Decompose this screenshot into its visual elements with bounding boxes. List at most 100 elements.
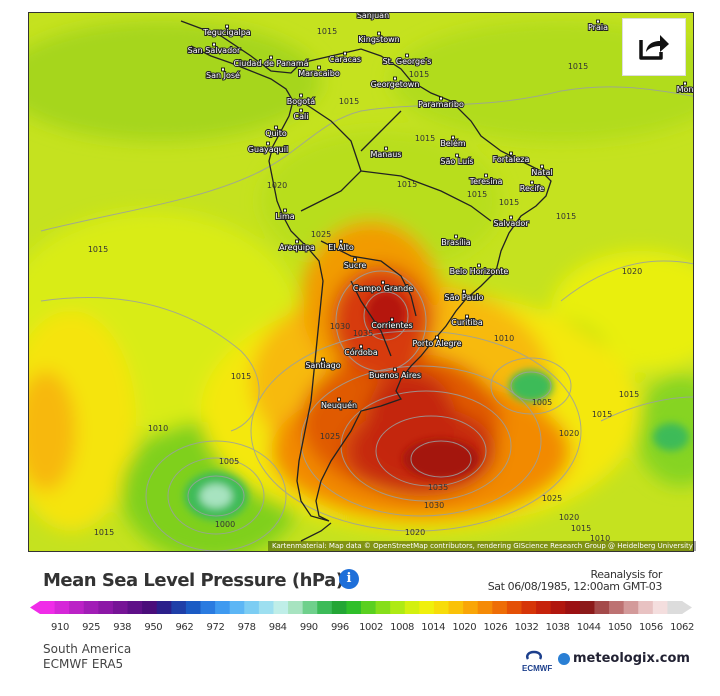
isobar-label: 1020 (622, 267, 642, 276)
color-scale-swatch (361, 601, 377, 614)
scale-tick-label: 984 (268, 622, 287, 633)
color-scale-swatch (594, 601, 610, 614)
color-scale-swatch (215, 601, 231, 614)
isobar-label: 1015 (571, 524, 591, 533)
color-scale-swatch (433, 601, 450, 614)
isobar-label: 1005 (219, 457, 239, 466)
city-label: Belém (440, 138, 466, 148)
city-marker (454, 234, 458, 239)
share-button[interactable] (622, 18, 686, 76)
city-label: Brasília (441, 238, 471, 247)
color-scale-swatch (638, 601, 654, 614)
color-scale-swatch (492, 601, 508, 614)
isobar-label: 1030 (330, 322, 350, 331)
city-label: Porto Alegre (412, 339, 461, 348)
share-icon (639, 35, 669, 60)
city-label: Tegucigalpa (202, 28, 251, 37)
city-marker (405, 53, 409, 58)
scale-tick-label: 978 (237, 622, 256, 633)
isobar-label: 1020 (267, 181, 287, 190)
isobar-label: 1015 (94, 528, 114, 537)
city-marker (390, 317, 394, 322)
scale-right-arrow (682, 601, 692, 614)
city-label: San José (206, 70, 240, 80)
pressure-map[interactable]: 1015 1015 1015 1015 1015 1015 1015 1015 1015 1015… (28, 12, 694, 552)
city-label: Paramaribo (418, 100, 464, 109)
reanalysis-label: Reanalysis for (590, 568, 663, 581)
city-label: St. George's (383, 57, 432, 66)
city-marker (212, 42, 216, 47)
reanalysis-datetime: Sat 06/08/1985, 12:00am GMT-03 (487, 580, 663, 593)
color-scale-swatch (185, 601, 201, 614)
city-label: Natal (531, 168, 552, 177)
isobar-label: 1010 (148, 424, 168, 433)
color-scale-swatch (419, 601, 435, 614)
isobar-label: 1015 (88, 245, 108, 254)
scale-tick-label: 1050 (607, 622, 632, 633)
city-marker (439, 96, 443, 101)
city-label: Teresina (469, 177, 503, 186)
info-button[interactable]: i (339, 569, 359, 589)
city-marker (530, 180, 534, 185)
city-label: El Alto (328, 243, 354, 252)
city-label: Lima (275, 212, 294, 221)
globe-icon (558, 652, 570, 665)
city-marker (393, 76, 397, 81)
city-label: Santiago (305, 361, 340, 370)
color-scale-swatch (623, 601, 639, 614)
color-scale-swatch (667, 601, 683, 614)
isobar-label: 1020 (559, 429, 579, 438)
city-label: Quito (265, 129, 287, 138)
color-scale-swatch (244, 601, 260, 614)
reanalysis-date: Reanalysis for Sat 06/08/1985, 12:00am G… (487, 568, 663, 593)
city-marker (465, 314, 469, 319)
isobar-label: 1015 (397, 180, 417, 189)
city-marker (377, 31, 381, 36)
city-label: Bogotá (287, 97, 315, 106)
city-marker (509, 151, 513, 156)
city-marker (225, 24, 229, 29)
city-marker (283, 208, 287, 213)
scale-tick-label: 1002 (359, 622, 383, 633)
isobar-label: 1015 (317, 27, 337, 36)
city-label: Buenos Aires (369, 371, 421, 380)
pressure-field (29, 13, 693, 551)
scale-tick-label: 1008 (390, 622, 415, 633)
scale-tick-label: 990 (299, 622, 318, 633)
city-label: Neuquén (321, 400, 357, 410)
color-scale-swatch (521, 601, 537, 614)
city-marker (269, 55, 273, 60)
region-name: South America (43, 642, 132, 656)
city-marker (451, 135, 455, 140)
isobar-label: 1015 (231, 372, 251, 381)
isobar-label: 1030 (424, 501, 444, 510)
color-scale-swatch (550, 601, 566, 614)
isobar-label: 1015 (409, 70, 429, 79)
color-scale-swatch (404, 601, 420, 614)
isobar-label: 1010 (494, 334, 514, 343)
color-scale-swatch (346, 601, 362, 614)
color-scale-swatch (69, 601, 85, 614)
city-marker (596, 19, 600, 24)
city-marker (337, 397, 341, 402)
city-label: Guayaquil (248, 145, 288, 154)
color-scale-swatch (579, 601, 595, 614)
city-marker (393, 367, 397, 372)
meteologix-logo[interactable]: meteologix.com (558, 651, 690, 666)
color-scale-swatch (127, 601, 143, 614)
color-scale-bar (30, 601, 692, 614)
legend-title: Mean Sea Level Pressure (hPa) (43, 570, 344, 591)
scale-tick-label: 938 (113, 622, 132, 633)
city-label: São Luís (440, 157, 473, 166)
color-scale-swatch (200, 601, 216, 614)
color-scale-swatch (54, 601, 70, 614)
scale-tick-label: 1032 (514, 622, 539, 633)
city-label: Arequipa (279, 243, 315, 252)
isobar-label: 1015 (592, 410, 612, 419)
color-scale-swatch (506, 601, 522, 614)
color-scale-swatch (317, 601, 333, 614)
city-label: Recife (520, 184, 545, 193)
scale-tick-label: 910 (51, 622, 69, 633)
color-scale-swatch (331, 601, 347, 614)
color-scale-swatch (463, 601, 479, 614)
